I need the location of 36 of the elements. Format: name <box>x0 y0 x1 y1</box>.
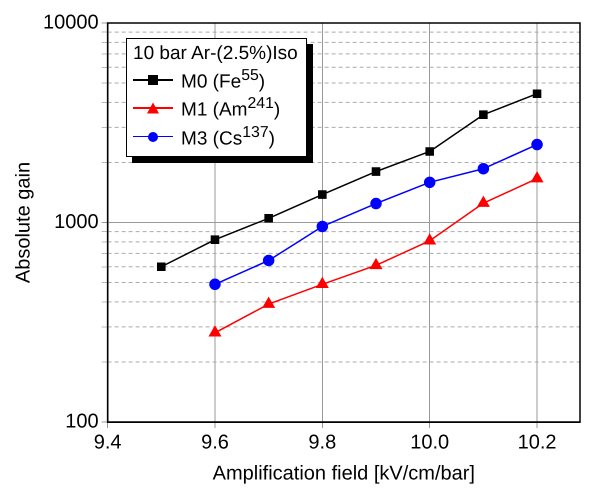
y-tick-label: 10000 <box>42 12 99 34</box>
y-axis-title: Absolute gain <box>12 162 35 284</box>
point <box>157 262 166 272</box>
x-tick-label: 10.2 <box>518 432 557 454</box>
legend-label: M3 (Cs$^{137}$) <box>181 124 275 150</box>
point <box>262 297 275 308</box>
point <box>316 278 328 288</box>
point <box>531 172 543 182</box>
point <box>370 198 382 210</box>
x-axis-title: Amplification field [kV/cm/bar] <box>212 462 475 485</box>
point <box>424 234 436 245</box>
point <box>209 278 221 290</box>
point <box>209 326 221 337</box>
point <box>318 190 327 199</box>
point <box>424 176 436 188</box>
y-tick-label: 1000 <box>54 211 99 234</box>
legend-label: M0 (Fe$^{55}$) <box>181 67 266 94</box>
legend-label: M1 (Am$^{241}$) <box>181 95 280 122</box>
x-tick-label: 9.4 <box>94 432 122 454</box>
x-tick-label: 9.8 <box>308 432 336 454</box>
point <box>532 89 542 98</box>
point <box>478 162 490 174</box>
point <box>531 138 543 150</box>
point <box>210 235 220 244</box>
point <box>425 147 434 156</box>
x-tick-label: 10.0 <box>410 432 450 454</box>
point <box>370 258 382 270</box>
x-tick-label: 9.6 <box>201 432 229 454</box>
point <box>262 254 274 266</box>
point <box>372 167 380 176</box>
point <box>479 110 488 119</box>
point <box>316 220 328 232</box>
legend-title: 10 bar Ar-(2.5%)Iso <box>133 43 298 65</box>
point <box>264 214 273 223</box>
point <box>477 196 490 207</box>
y-tick-label: 100 <box>65 410 99 433</box>
